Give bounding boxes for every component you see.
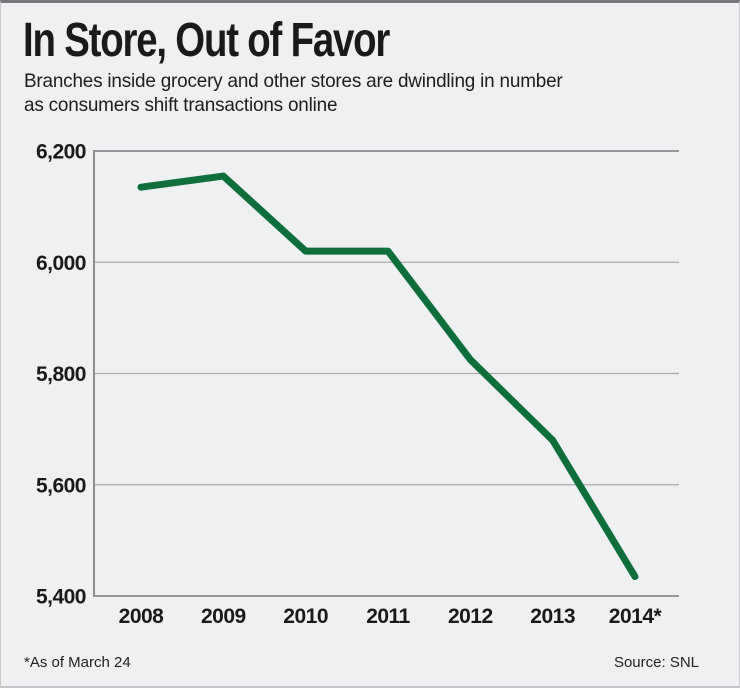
- y-tick-label-6200: 6,200: [36, 141, 86, 164]
- trend-line: [137, 172, 639, 581]
- chart-footer: *As of March 24 Source: SNL: [1, 648, 739, 678]
- y-tick-label-5400: 5,400: [36, 586, 86, 609]
- x-tick-label-2011: 2011: [366, 605, 410, 628]
- x-tick-label-2010: 2010: [283, 605, 328, 628]
- footnote: *As of March 24: [24, 654, 131, 671]
- chart-subtitle-line-1: Branches inside grocery and other stores…: [24, 70, 563, 92]
- y-tick-label-5600: 5,600: [36, 474, 86, 497]
- source-credit: Source: SNL: [613, 654, 699, 671]
- x-tick-label-2008: 2008: [119, 605, 165, 628]
- x-tick-label-2009: 2009: [201, 605, 246, 628]
- chart-subtitle-line-2: as consumers shift transactions online: [24, 94, 338, 116]
- x-tick-label-2013: 2013: [530, 605, 575, 628]
- chart-subtitle: Branches inside grocery and other stores…: [24, 69, 563, 117]
- chart-title: In Store, Out of Favor: [23, 14, 390, 67]
- x-tick-label-2012: 2012: [448, 605, 493, 628]
- chart-svg: 6,200 6,000 5,800 5,600 5,400 2008 2009 2010 201…: [36, 141, 679, 628]
- x-tick-label-2014: 2014*: [609, 605, 663, 628]
- y-tick-label-6000: 6,000: [36, 252, 86, 275]
- y-tick-label-5800: 5,800: [36, 363, 86, 386]
